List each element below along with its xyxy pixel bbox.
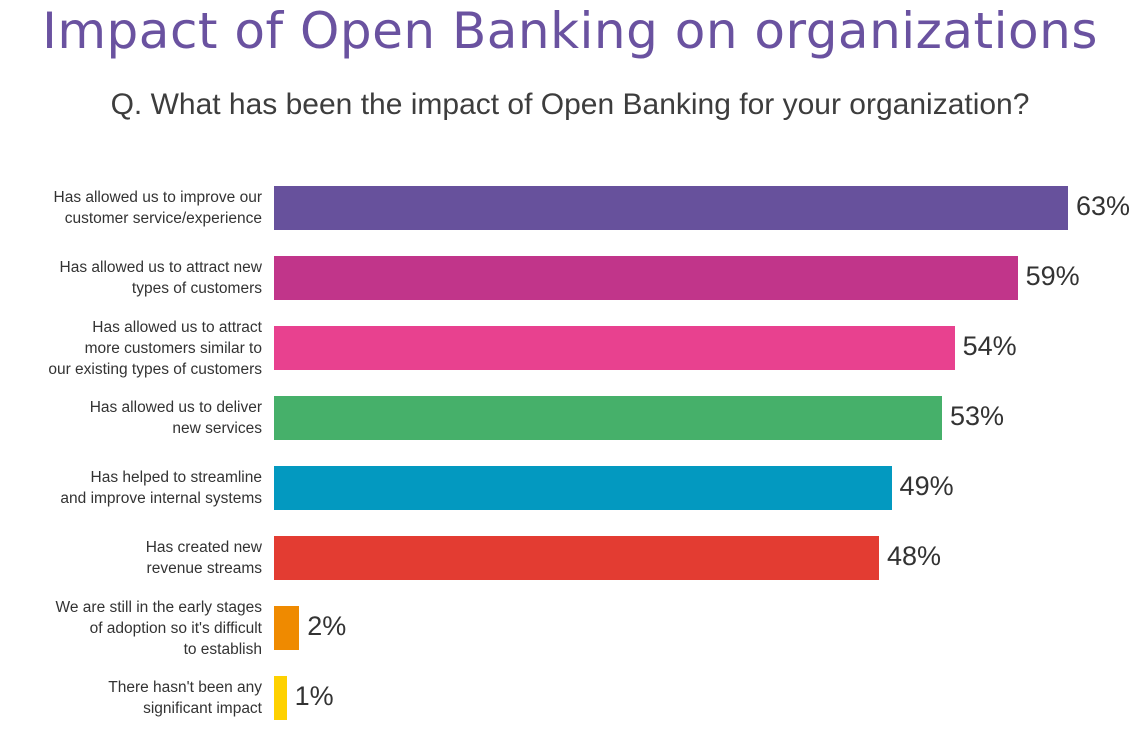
category-label: Has helped to streamline and improve inte… [0, 467, 262, 509]
category-label: Has allowed us to attract new types of cu… [0, 257, 262, 299]
category-label-line: Has helped to streamline [90, 469, 262, 486]
value-label: 54% [962, 331, 1017, 361]
category-label-line: and improve internal systems [60, 490, 262, 507]
category-label-line: revenue streams [146, 560, 262, 577]
value-label: 1% [294, 681, 334, 711]
category-label-line: Has allowed us to attract new [59, 259, 262, 276]
category-label: We are still in the early stages of adopt… [0, 597, 262, 660]
bar [274, 676, 287, 720]
category-label: There hasn't been any significant impact [0, 677, 262, 719]
bar [274, 186, 1068, 230]
category-label-line: customer service/experience [64, 210, 262, 227]
bar [274, 326, 955, 370]
category-label-line: Has created new [145, 539, 262, 556]
category-label-line: significant impact [143, 700, 262, 717]
category-label-line: to establish [183, 640, 262, 658]
bar [274, 536, 879, 580]
category-label-line: more customers similar to [84, 339, 262, 357]
value-label: 59% [1025, 261, 1080, 291]
category-label-line: types of customers [131, 280, 262, 297]
chart-title: Impact of Open Banking on organizations [42, 2, 1098, 60]
category-label: Has allowed us to deliver new services [0, 397, 262, 439]
category-label-line: new services [172, 420, 262, 437]
category-label-line: Has allowed us to deliver [89, 399, 262, 416]
category-label-line: Has allowed us to attract [92, 318, 262, 336]
value-label: 49% [899, 471, 954, 501]
value-label: 2% [307, 611, 347, 641]
value-label: 48% [886, 541, 941, 571]
category-label-line: Has allowed us to improve our [53, 189, 263, 206]
category-label-line: We are still in the early stages [55, 598, 262, 616]
value-label: 63% [1076, 191, 1131, 221]
category-label-line: of adoption so it's difficult [89, 619, 262, 637]
bar [274, 396, 942, 440]
category-label-line: our existing types of customers [48, 360, 262, 378]
bar [274, 606, 300, 650]
category-label: Has created new revenue streams [0, 537, 262, 579]
category-label: Has allowed us to attract more customers … [0, 317, 262, 380]
value-label: 53% [949, 401, 1004, 431]
bar [274, 256, 1018, 300]
chart-subtitle: Q. What has been the impact of Open Bank… [110, 88, 1030, 121]
bar [274, 466, 892, 510]
category-label: Has allowed us to improve our customer se… [0, 187, 263, 229]
category-label-line: There hasn't been any [108, 679, 262, 696]
